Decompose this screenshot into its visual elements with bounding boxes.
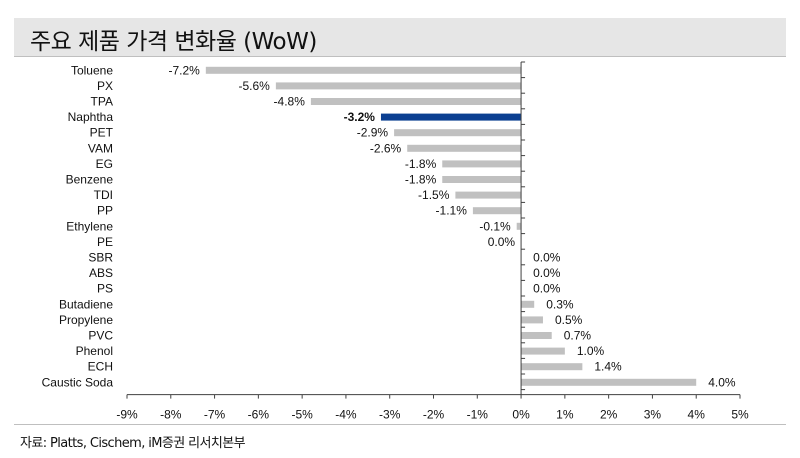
x-tick-label: -8%	[160, 408, 182, 422]
bar	[205, 66, 522, 74]
x-tick-label: 4%	[688, 408, 706, 422]
data-label: 0.5%	[555, 313, 583, 327]
x-tick-label: -9%	[116, 408, 138, 422]
data-label: -2.9%	[357, 126, 389, 140]
bar	[407, 144, 522, 152]
data-label: -3.2%	[344, 110, 376, 124]
category-label: Benzene	[66, 173, 114, 187]
x-tick-label: -1%	[467, 408, 489, 422]
category-label: ABS	[89, 266, 113, 280]
category-label: Toluene	[71, 63, 113, 77]
data-label: 0.7%	[564, 329, 592, 343]
data-label: -4.8%	[274, 95, 306, 109]
bar	[442, 160, 522, 168]
data-label: 0.0%	[533, 251, 561, 265]
x-tick-label: 3%	[644, 408, 662, 422]
bar	[521, 332, 552, 339]
x-tick-label: -3%	[379, 408, 401, 422]
x-tick-label: 2%	[600, 408, 618, 422]
category-label: PET	[90, 126, 114, 140]
bar	[442, 176, 522, 183]
chart-title: 주요 제품 가격 변화율 (WoW)	[30, 29, 317, 55]
category-label: PP	[97, 204, 113, 218]
x-tick-label: 5%	[731, 408, 749, 422]
x-tick-label: 1%	[556, 408, 574, 422]
bar	[310, 98, 522, 105]
category-label: ECH	[88, 360, 113, 374]
source-note: 자료: Platts, Cischem, iM증권 리서치본부	[20, 436, 246, 451]
bar	[472, 207, 522, 215]
category-label: PS	[97, 282, 113, 296]
x-tick-label: -2%	[423, 408, 445, 422]
data-label: -1.8%	[405, 157, 437, 171]
data-label: -1.5%	[418, 188, 450, 202]
category-label: SBR	[88, 251, 113, 265]
data-label: 0.0%	[533, 266, 561, 280]
category-label: EG	[96, 157, 113, 171]
category-label: Naphtha	[68, 110, 114, 124]
bar	[516, 222, 522, 230]
bar	[521, 300, 535, 308]
data-label: -7.2%	[168, 63, 200, 77]
category-label: Caustic Soda	[42, 375, 114, 389]
category-label: Phenol	[76, 344, 113, 358]
category-label: Ethylene	[66, 219, 113, 233]
bar	[394, 129, 522, 137]
category-label: Butadiene	[59, 297, 113, 311]
data-label: 4.0%	[708, 375, 736, 389]
category-label: TDI	[94, 188, 113, 202]
category-label: Propylene	[59, 313, 113, 327]
data-label: 0.0%	[488, 235, 516, 249]
bar	[521, 316, 543, 324]
bar	[275, 82, 522, 90]
x-tick-label: -4%	[335, 408, 357, 422]
x-tick-label: 0%	[512, 408, 530, 422]
category-label: PX	[97, 79, 113, 93]
bar	[380, 113, 522, 121]
data-label: -5.6%	[239, 79, 271, 93]
x-tick-label: -5%	[291, 408, 313, 422]
data-label: -1.1%	[436, 204, 468, 218]
x-tick-label: -6%	[248, 408, 270, 422]
bar	[521, 363, 583, 371]
category-label: PE	[97, 235, 113, 249]
category-label: TPA	[91, 95, 113, 109]
category-label: PVC	[88, 329, 113, 343]
bar	[455, 191, 522, 199]
data-label: 0.3%	[546, 297, 574, 311]
x-tick-label: -7%	[204, 408, 226, 422]
data-label: 0.0%	[533, 282, 561, 296]
divider	[14, 424, 786, 425]
category-label: VAM	[88, 141, 113, 155]
title-band: 주요 제품 가격 변화율 (WoW)	[14, 18, 786, 57]
bar	[521, 347, 565, 355]
data-label: 1.4%	[594, 360, 622, 374]
bar	[521, 378, 697, 386]
data-label: -0.1%	[479, 219, 511, 233]
data-label: -1.8%	[405, 173, 437, 187]
data-label: -2.6%	[370, 141, 402, 155]
data-label: 1.0%	[577, 344, 605, 358]
